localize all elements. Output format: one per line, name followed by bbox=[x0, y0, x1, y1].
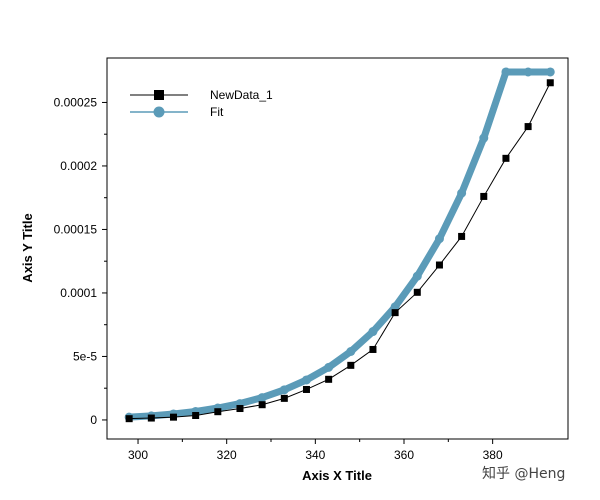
fit-point bbox=[501, 67, 511, 77]
y-tick-label: 0.0002 bbox=[60, 159, 97, 173]
y-tick-label: 0 bbox=[90, 413, 97, 427]
y-axis: 0 5e-5 0.0001 0.00015 0.0002 0.00025 bbox=[54, 95, 107, 427]
newdata-point bbox=[169, 413, 177, 421]
x-axis: 300 320 340 360 380 bbox=[128, 439, 503, 462]
fit-point bbox=[545, 67, 555, 77]
newdata-point bbox=[369, 345, 377, 353]
newdata-point bbox=[302, 385, 310, 393]
newdata-series-line bbox=[129, 82, 551, 420]
watermark: 知乎 @Heng bbox=[482, 465, 565, 482]
x-tick-label: 360 bbox=[394, 448, 414, 462]
fit-point bbox=[346, 346, 356, 356]
y-tick-label: 0.00015 bbox=[54, 222, 98, 236]
newdata-point bbox=[413, 288, 421, 296]
newdata-point bbox=[458, 232, 466, 240]
fit-point bbox=[412, 271, 422, 281]
fit-point bbox=[434, 234, 444, 244]
legend-fit-marker bbox=[153, 106, 165, 118]
legend-fit-label: Fit bbox=[210, 105, 224, 119]
fit-point bbox=[324, 362, 334, 372]
fit-point bbox=[368, 327, 378, 337]
fit-point bbox=[301, 375, 311, 385]
newdata-point bbox=[502, 154, 510, 162]
x-tick-label: 380 bbox=[483, 448, 503, 462]
fit-point bbox=[257, 393, 267, 403]
fit-series-line bbox=[125, 68, 554, 421]
y-tick-label: 5e-5 bbox=[73, 349, 97, 363]
newdata-point bbox=[391, 309, 399, 317]
y-tick-label: 0.00025 bbox=[54, 95, 98, 109]
newdata-point bbox=[524, 123, 532, 131]
fit-point bbox=[457, 188, 467, 198]
fit-point bbox=[523, 67, 533, 77]
newdata-point bbox=[546, 79, 554, 87]
newdata-point bbox=[280, 394, 288, 402]
newdata-point bbox=[192, 412, 200, 420]
fit-point bbox=[390, 302, 400, 312]
newdata-point bbox=[347, 361, 355, 369]
plot-layer bbox=[124, 67, 555, 423]
newdata-point bbox=[435, 261, 443, 269]
newdata-point bbox=[125, 415, 133, 423]
y-tick-label: 0.0001 bbox=[60, 286, 97, 300]
newdata-point bbox=[325, 375, 333, 383]
legend-newdata-marker bbox=[154, 90, 164, 100]
newdata-point bbox=[480, 192, 488, 200]
legend: NewData_1 Fit bbox=[130, 88, 273, 119]
x-axis-title: Axis X Title bbox=[302, 468, 372, 483]
x-tick-label: 320 bbox=[217, 448, 237, 462]
fit-point bbox=[479, 133, 489, 143]
legend-newdata-label: NewData_1 bbox=[210, 88, 273, 102]
newdata-point bbox=[258, 401, 266, 409]
x-tick-label: 340 bbox=[305, 448, 325, 462]
fit-point bbox=[279, 385, 289, 395]
y-axis-title: Axis Y Title bbox=[20, 213, 35, 282]
newdata-point bbox=[147, 414, 155, 422]
plot-frame bbox=[106, 57, 569, 440]
x-tick-label: 300 bbox=[128, 448, 148, 462]
newdata-point bbox=[214, 408, 222, 416]
newdata-point bbox=[236, 405, 244, 413]
